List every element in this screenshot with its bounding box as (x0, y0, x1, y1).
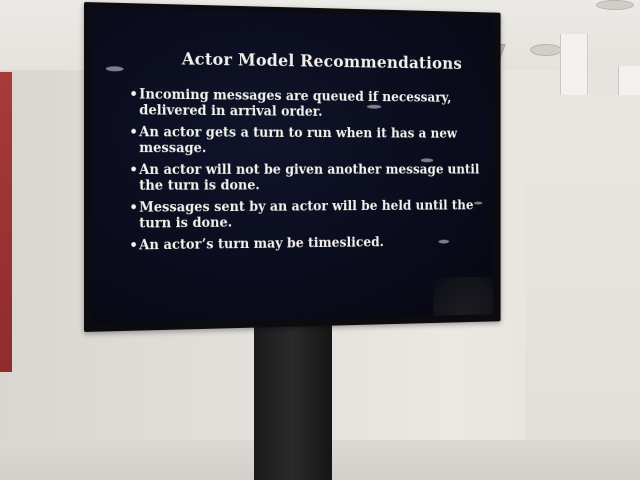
slide-bullet: • Incoming messages are queued if necess… (129, 86, 489, 121)
slide-bullet: • Messages sent by an actor will be held… (129, 198, 489, 232)
bullet-dot: • (129, 124, 137, 140)
slide-bullet-list: • Incoming messages are queued if necess… (129, 86, 489, 259)
slide-bullet: • An actor’s turn may be timesliced. (129, 234, 489, 254)
ceiling-light-reflection (106, 66, 124, 71)
slide-bullet: • An actor will not be given another mes… (129, 162, 489, 194)
monitor-stand (254, 318, 332, 480)
bullet-text: Incoming messages are queued if necessar… (139, 87, 489, 121)
bullet-dot: • (129, 200, 137, 216)
bullet-text: An actor’s turn may be timesliced. (139, 235, 384, 254)
monitor-screen: Actor Model Recommendations • Incoming m… (92, 8, 493, 324)
red-wall-panel (0, 72, 12, 372)
bullet-dot: • (129, 237, 137, 253)
ceiling-light-far (596, 0, 634, 10)
slide-bullet: • An actor gets a turn to run when it ha… (129, 124, 489, 156)
back-wall (525, 95, 640, 480)
bullet-dot: • (129, 162, 137, 178)
slide-title: Actor Model Recommendations (182, 50, 462, 74)
bullet-text: An actor will not be given another messa… (139, 162, 489, 194)
bullet-text: Messages sent by an actor will be held u… (139, 198, 489, 232)
bullet-text: An actor gets a turn to run when it has … (139, 124, 489, 156)
person-reflection (433, 277, 493, 320)
ceiling-light (530, 44, 562, 56)
wall-column (560, 34, 588, 104)
bullet-dot: • (129, 86, 137, 102)
